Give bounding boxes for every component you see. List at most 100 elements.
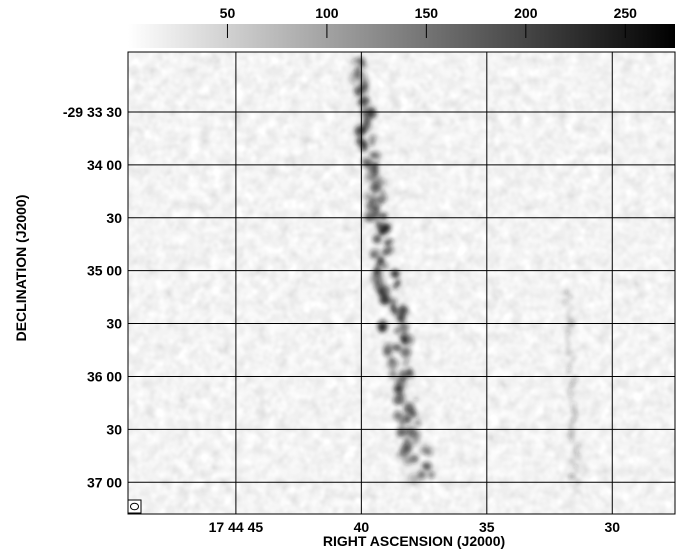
emission-clump [575,469,579,474]
emission-clump [380,189,386,194]
emission-clump [574,442,581,449]
emission-clump [564,324,572,331]
emission-clump [569,427,575,434]
colorbar: 50 100 150 200 250 [128,5,675,48]
emission-clump [398,369,409,380]
colorbar-ticks: 50 100 150 200 250 [220,5,637,38]
emission-clump [424,448,433,457]
emission-clump [565,336,569,340]
emission-clump [377,323,387,333]
colorbar-gradient [128,24,675,48]
image-frame [127,51,676,515]
emission-clump [364,176,371,182]
image-noise [128,52,675,514]
emission-clump [566,316,570,320]
emission-clump [572,412,579,419]
emission-clump [371,204,380,213]
emission-clump [414,419,422,427]
x-tick-label: 17 44 45 [209,519,264,535]
emission-clump [380,262,389,270]
emission-clump [405,356,410,362]
emission-clump [575,453,582,459]
emission-clump [562,299,569,306]
emission-clump [390,269,400,279]
emission-clump [388,369,398,379]
emission-clump [571,375,579,383]
emission-clump [379,212,388,221]
emission-clump [362,102,368,108]
emission-clump [567,362,572,366]
colorbar-tick-label: 250 [614,5,638,21]
emission-clump [354,91,361,97]
y-axis-ticks: -29 33 30 34 00 30 35 00 30 36 00 30 37 00 [63,104,122,490]
emission-clump [567,387,572,392]
y-tick-label: 34 00 [87,157,122,173]
emission-clump [570,417,576,423]
y-tick-label: 35 00 [87,263,122,279]
emission-clump [377,257,385,264]
emission-clump [568,473,575,480]
emission-clump [381,248,390,257]
x-tick-label: 40 [354,519,370,535]
emission-clump [566,341,571,345]
emission-clump [370,182,381,193]
emission-clump [576,485,579,489]
emission-clump [568,457,576,465]
emission-clump [369,134,377,142]
emission-clump [409,409,418,418]
emission-clump [356,137,365,146]
emission-clump [406,370,415,378]
emission-clump [570,406,577,413]
emission-clump [372,234,382,244]
emission-clump [565,372,569,376]
colorbar-tick-label: 150 [415,5,439,21]
x-axis-ticks: 17 44 45 40 35 30 [209,519,621,535]
emission-clump [379,294,391,306]
emission-clump [567,294,573,300]
emission-clump [413,397,419,402]
emission-clump [387,358,399,370]
emission-clump [392,283,399,290]
emission-clump [354,125,366,137]
emission-clump [405,417,413,424]
emission-clump [359,143,368,152]
emission-clump [403,361,408,366]
emission-clump [577,490,582,494]
beam-ellipse-icon [127,499,142,514]
emission-clump [382,347,393,357]
emission-clump [567,432,574,439]
emission-clump [362,111,373,122]
emission-clump [360,62,367,69]
emission-clump [365,202,374,211]
filament-emission [349,56,582,494]
x-tick-label: 30 [604,519,620,535]
emission-clump [398,420,405,426]
emission-clump [569,423,573,428]
emission-clump [372,151,381,160]
x-axis-title: RIGHT ASCENSION (J2000) [323,533,505,549]
image-panel [127,51,676,515]
emission-clump [375,197,384,206]
emission-clump [369,141,375,147]
emission-clump [370,199,376,205]
y-tick-label: 37 00 [87,474,122,490]
emission-clump [404,335,415,346]
emission-clump [393,411,403,421]
emission-clump [385,241,390,246]
x-tick-label: 35 [479,519,495,535]
emission-clump [393,344,402,352]
emission-clump [565,330,571,336]
emission-clump [351,58,357,65]
emission-clump [567,311,571,314]
emission-clump [570,305,575,310]
emission-clump [425,466,430,471]
emission-clump [417,470,427,480]
emission-clump [349,74,360,85]
emission-clump [566,366,572,372]
emission-clump [371,253,376,258]
emission-clump [364,211,375,223]
emission-clump [375,262,381,268]
colorbar-tick-label: 50 [220,5,236,21]
emission-clump [566,351,571,356]
